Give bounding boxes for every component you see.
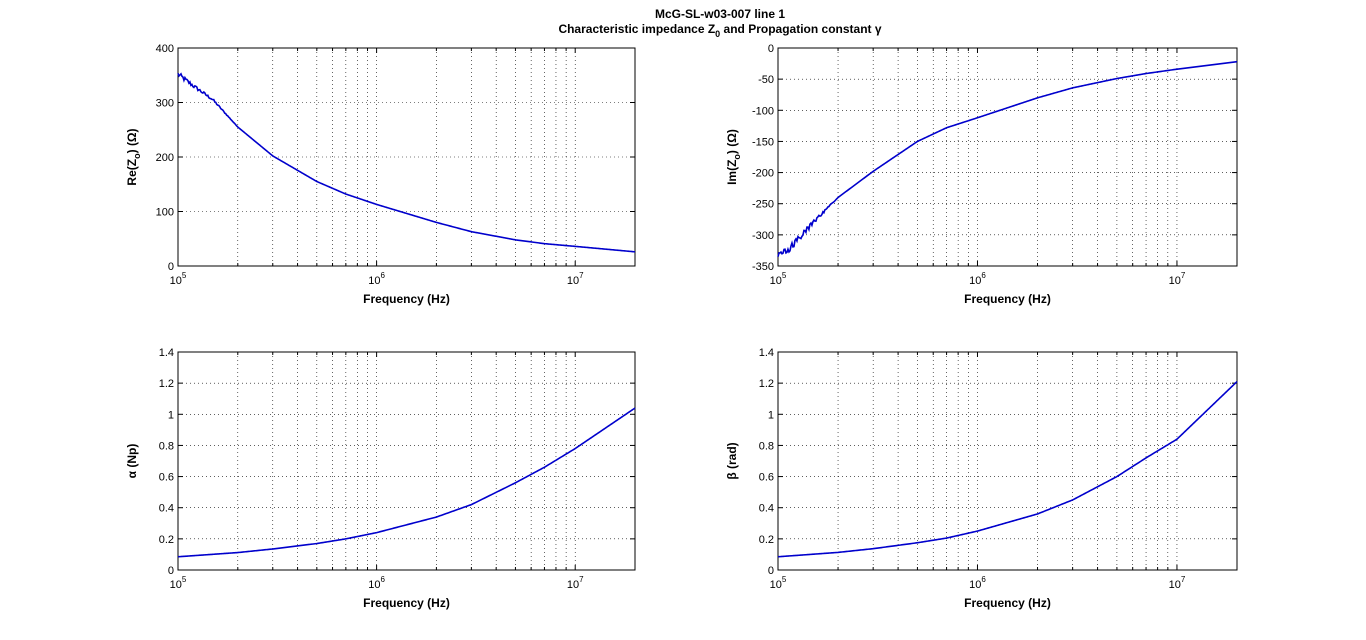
- y-tick-label: -150: [752, 136, 774, 148]
- x-tick-label: 107: [567, 575, 584, 591]
- series-line: [777, 60, 1238, 257]
- y-tick-label: 0.2: [159, 534, 174, 546]
- x-tick-label: 107: [567, 271, 584, 287]
- x-tick-label: 107: [1169, 575, 1186, 591]
- y-tick-label: 400: [156, 43, 174, 55]
- x-tick-label: 105: [170, 271, 187, 287]
- x-axis-label: Frequency (Hz): [964, 292, 1051, 306]
- x-tick-label: 106: [368, 575, 385, 591]
- subplot-4: 0 0.2 0.4 0.6 0.8 1 1.2 1.4 105 106 107 Frequency (…: [725, 347, 1238, 610]
- subplot-2: -350 -300 -250 -200 -150 -100 -50 0 105 106 107 Fre…: [725, 43, 1238, 306]
- plot-area: [777, 47, 1238, 267]
- y-tick-label: 0: [168, 261, 174, 273]
- y-tick-label: -300: [752, 230, 774, 242]
- y-tick-label: 0.2: [759, 534, 774, 546]
- figure-title-line2-sub: 0: [715, 29, 720, 39]
- series-line: [777, 381, 1238, 558]
- y-tick-label: 0: [768, 565, 774, 577]
- y-tick-label: -350: [752, 261, 774, 273]
- x-axis-label: Frequency (Hz): [964, 596, 1051, 610]
- figure-title-line2-prefix: Characteristic impedance Z: [558, 22, 715, 36]
- y-tick-label: 1: [168, 409, 174, 421]
- y-tick-label: -100: [752, 105, 774, 117]
- x-tick-label: 106: [969, 271, 986, 287]
- y-axis-label: α (Np): [125, 444, 139, 479]
- y-axis-label: Im(Zo) (Ω): [725, 129, 742, 185]
- subplot-1: 0 100 200 300 400 105 106 107 Frequency (Hz) Re(Z…: [125, 43, 636, 306]
- series-line: [177, 72, 636, 253]
- x-axis-label: Frequency (Hz): [363, 596, 450, 610]
- y-tick-label: 0.8: [759, 440, 774, 452]
- y-tick-label: 0.6: [159, 472, 174, 484]
- y-tick-label: 0.8: [159, 440, 174, 452]
- y-tick-label: 0.4: [759, 503, 774, 515]
- y-tick-label: 0: [168, 565, 174, 577]
- y-tick-label: 1.4: [759, 347, 774, 359]
- y-tick-label: -250: [752, 199, 774, 211]
- y-tick-label: 100: [156, 207, 174, 219]
- x-tick-label: 105: [170, 575, 187, 591]
- plot-area: [177, 351, 636, 571]
- y-tick-label: -50: [758, 74, 774, 86]
- y-tick-label: 200: [156, 152, 174, 164]
- plot-area: [777, 351, 1238, 571]
- x-tick-label: 105: [770, 271, 787, 287]
- y-tick-label: 300: [156, 98, 174, 110]
- x-axis-label: Frequency (Hz): [363, 292, 450, 306]
- y-tick-label: 0.6: [759, 472, 774, 484]
- y-tick-label: 1.4: [159, 347, 174, 359]
- x-tick-label: 105: [770, 575, 787, 591]
- y-tick-label: 0.4: [159, 503, 174, 515]
- y-tick-label: 1: [768, 409, 774, 421]
- figure-title-line2: Characteristic impedance Z0 and Propagat…: [558, 22, 881, 39]
- figure-title-line1: McG-SL-w03-007 line 1: [655, 7, 785, 21]
- y-tick-label: 1.2: [759, 378, 774, 390]
- y-tick-label: 0: [768, 43, 774, 55]
- series-line: [177, 407, 636, 558]
- subplot-3: 0 0.2 0.4 0.6 0.8 1 1.2 1.4 105 106 107 Frequency (…: [125, 347, 636, 610]
- figure-title-line2-suffix: and Propagation constant γ: [720, 22, 882, 36]
- y-tick-label: 1.2: [159, 378, 174, 390]
- x-tick-label: 107: [1169, 271, 1186, 287]
- y-tick-label: -200: [752, 168, 774, 180]
- x-tick-label: 106: [368, 271, 385, 287]
- y-axis-label: β (rad): [725, 442, 739, 479]
- y-axis-label: Re(Zo) (Ω): [125, 128, 142, 185]
- x-tick-label: 106: [969, 575, 986, 591]
